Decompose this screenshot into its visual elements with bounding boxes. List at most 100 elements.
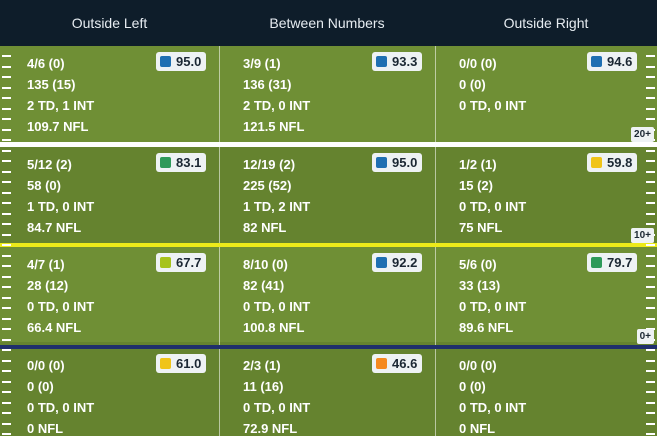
- hash-mark: [646, 108, 655, 110]
- stat-td: 0 TD, 0 INT: [27, 299, 95, 314]
- grade-value: 95.0: [392, 155, 418, 170]
- stat-rating: 66.4 NFL: [27, 320, 82, 335]
- hash-mark: [2, 402, 11, 404]
- grade-value: 79.7: [607, 255, 633, 270]
- hash-mark: [646, 213, 655, 215]
- hash-mark: [2, 307, 11, 309]
- yard-line-20: [0, 142, 657, 147]
- hash-mark: [2, 265, 11, 267]
- hash-mark: [646, 286, 655, 288]
- hash-mark: [646, 150, 655, 152]
- hash-mark: [2, 160, 11, 162]
- zone-cell[interactable]: 0/0 (0) 0 (0) 0 TD, 0 INT 0 NFL: [459, 355, 657, 436]
- hash-mark: [646, 160, 655, 162]
- stat-td: 2 TD, 1 INT: [27, 98, 95, 113]
- hash-mark: [646, 391, 655, 393]
- zone-cell[interactable]: 0/0 (0) 0 (0) 0 TD, 0 INT 0 NFL: [27, 355, 227, 436]
- stat-rating: [459, 116, 657, 137]
- hash-mark: [2, 87, 11, 89]
- stat-yards: 0 (0): [459, 379, 486, 394]
- grade-badge: 61.0: [156, 354, 207, 373]
- hash-mark: [2, 129, 11, 131]
- stat-td: 2 TD, 0 INT: [243, 98, 311, 113]
- grade-value: 59.8: [607, 155, 633, 170]
- stat-yards: 0 (0): [27, 379, 54, 394]
- line-of-scrimmage: [0, 345, 657, 349]
- hash-mark: [2, 66, 11, 68]
- yard-label-10-plus: 10+: [631, 228, 654, 243]
- hash-mark: [646, 265, 655, 267]
- hash-mark: [646, 171, 655, 173]
- hash-mark: [646, 223, 655, 225]
- stat-rating: 121.5 NFL: [243, 119, 305, 134]
- grade-color-swatch: [376, 257, 387, 268]
- hash-mark: [2, 118, 11, 120]
- zone-cell[interactable]: 8/10 (0) 82 (41) 0 TD, 0 INT 100.8 NFL: [243, 254, 443, 338]
- hash-mark: [2, 55, 11, 57]
- stat-yards: 58 (0): [27, 178, 61, 193]
- zone-cell[interactable]: 5/6 (0) 33 (13) 0 TD, 0 INT 89.6 NFL: [459, 254, 657, 338]
- stat-rating: 72.9 NFL: [243, 421, 298, 436]
- stat-yards: 33 (13): [459, 278, 501, 293]
- hash-mark: [646, 192, 655, 194]
- stat-td: 1 TD, 2 INT: [243, 199, 311, 214]
- hash-mark: [2, 213, 11, 215]
- grade-badge: 46.6: [372, 354, 423, 373]
- zone-cell[interactable]: 12/19 (2) 225 (52) 1 TD, 2 INT 82 NFL: [243, 154, 443, 238]
- zone-cell[interactable]: 5/12 (2) 58 (0) 1 TD, 0 INT 84.7 NFL: [27, 154, 227, 238]
- stat-td: 0 TD, 0 INT: [243, 299, 311, 314]
- stat-comp: 2/3 (1): [243, 358, 281, 373]
- zone-cell[interactable]: 0/0 (0) 0 (0) 0 TD, 0 INT: [459, 53, 657, 137]
- hash-mark: [646, 423, 655, 425]
- stat-rating: 0 NFL: [27, 421, 64, 436]
- stat-comp: 0/0 (0): [459, 358, 497, 373]
- stat-rating: 109.7 NFL: [27, 119, 89, 134]
- stat-comp: 4/7 (1): [27, 257, 65, 272]
- zone-cell[interactable]: 1/2 (1) 15 (2) 0 TD, 0 INT 75 NFL: [459, 154, 657, 238]
- stat-comp: 5/12 (2): [27, 157, 72, 172]
- hash-mark: [646, 202, 655, 204]
- zone-band-20-plus: [0, 46, 657, 144]
- hash-mark: [2, 433, 11, 435]
- hash-mark: [2, 181, 11, 183]
- grade-badge: 67.7: [156, 253, 207, 272]
- hash-mark: [646, 412, 655, 414]
- hash-mark: [2, 412, 11, 414]
- hash-mark: [2, 108, 11, 110]
- hash-mark: [2, 286, 11, 288]
- grade-badge: 59.8: [587, 153, 638, 172]
- stat-comp: 0/0 (0): [27, 358, 65, 373]
- hash-mark: [646, 255, 655, 257]
- hash-mark: [2, 381, 11, 383]
- hash-mark: [2, 391, 11, 393]
- hash-mark: [646, 381, 655, 383]
- grade-badge: 94.6: [587, 52, 638, 71]
- grade-badge: 95.0: [372, 153, 423, 172]
- header-between-numbers: Between Numbers: [269, 15, 385, 31]
- grade-badge: 95.0: [156, 52, 207, 71]
- grade-color-swatch: [160, 257, 171, 268]
- zone-cell[interactable]: 4/7 (1) 28 (12) 0 TD, 0 INT 66.4 NFL: [27, 254, 227, 338]
- zone-cell[interactable]: 4/6 (0) 135 (15) 2 TD, 1 INT 109.7 NFL: [27, 53, 227, 137]
- grade-value: 95.0: [176, 54, 202, 69]
- stat-td: 0 TD, 0 INT: [243, 400, 311, 415]
- hash-mark: [2, 339, 11, 341]
- grade-value: 46.6: [392, 356, 418, 371]
- stat-td: 1 TD, 0 INT: [27, 199, 95, 214]
- grade-badge: 92.2: [372, 253, 423, 272]
- hash-mark: [2, 223, 11, 225]
- grade-color-swatch: [160, 358, 171, 369]
- hash-mark: [2, 97, 11, 99]
- grade-color-swatch: [160, 56, 171, 67]
- zone-band-behind-los: [0, 342, 657, 436]
- zone-cell[interactable]: 2/3 (1) 11 (16) 0 TD, 0 INT 72.9 NFL: [243, 355, 443, 436]
- grade-value: 83.1: [176, 155, 202, 170]
- stat-rating: 89.6 NFL: [459, 320, 514, 335]
- zone-cell[interactable]: 3/9 (1) 136 (31) 2 TD, 0 INT 121.5 NFL: [243, 53, 443, 137]
- hash-mark: [646, 55, 655, 57]
- stat-comp: 3/9 (1): [243, 56, 281, 71]
- stat-yards: 28 (12): [27, 278, 69, 293]
- hash-mark: [2, 423, 11, 425]
- grade-value: 93.3: [392, 54, 418, 69]
- stat-yards: 136 (31): [243, 77, 292, 92]
